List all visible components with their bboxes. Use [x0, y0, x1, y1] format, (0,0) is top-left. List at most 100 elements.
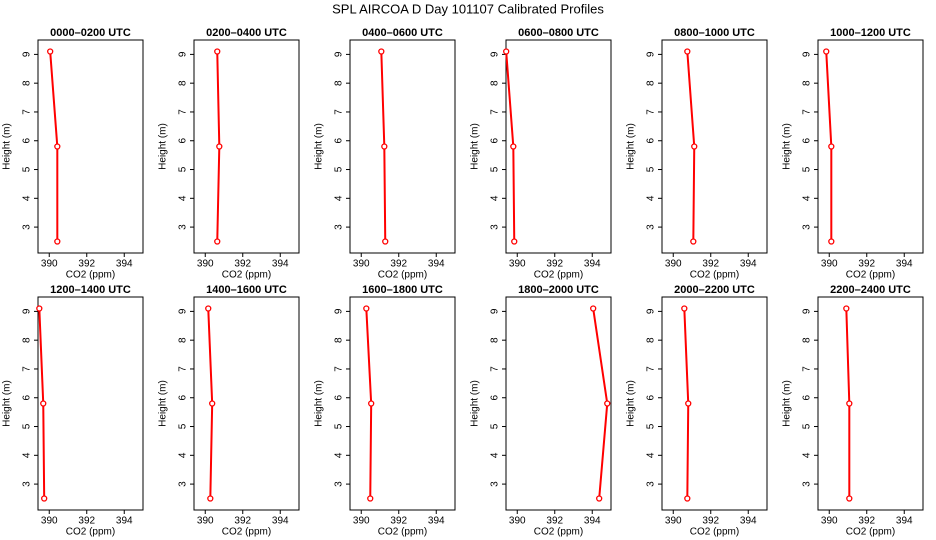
- y-tick-label: 9: [22, 51, 33, 57]
- y-tick-label: 8: [802, 80, 813, 86]
- profile-point: [54, 238, 61, 245]
- y-tick-label: 7: [802, 366, 813, 372]
- x-tick-label: 390: [509, 259, 526, 270]
- y-tick-label: 4: [178, 195, 189, 201]
- y-tick-label: 9: [490, 308, 501, 314]
- y-tick-label: 5: [646, 166, 657, 172]
- y-tick-label: 5: [22, 423, 33, 429]
- plot-frame: [349, 39, 456, 254]
- profile-point: [368, 400, 375, 407]
- y-tick-label: 6: [178, 395, 189, 401]
- panel-title: 1600–1800 UTC: [362, 284, 443, 296]
- x-tick-label: 394: [272, 259, 289, 270]
- profile-point: [684, 48, 691, 55]
- profile-point: [382, 238, 389, 245]
- x-axis-label: CO2 (ppm): [534, 270, 583, 281]
- y-tick-label: 6: [646, 395, 657, 401]
- y-tick-label: 4: [802, 452, 813, 458]
- x-tick-label: 394: [272, 516, 289, 527]
- x-tick-label: 392: [78, 259, 95, 270]
- x-tick-label: 392: [390, 516, 407, 527]
- x-tick-label: 392: [78, 516, 95, 527]
- y-tick-label: 9: [178, 308, 189, 314]
- y-tick-label: 3: [490, 481, 501, 487]
- x-axis-label: CO2 (ppm): [378, 527, 427, 538]
- y-tick-label: 8: [178, 80, 189, 86]
- y-tick-label: 7: [646, 109, 657, 115]
- x-tick-label: 394: [896, 516, 913, 527]
- y-tick-label: 8: [334, 337, 345, 343]
- y-tick-label: 3: [802, 224, 813, 230]
- panel-title: 1000–1200 UTC: [830, 27, 911, 39]
- y-tick-label: 8: [646, 80, 657, 86]
- profile-point: [216, 143, 223, 150]
- x-tick-label: 390: [41, 516, 58, 527]
- profile-point: [378, 48, 385, 55]
- panel-title: 2200–2400 UTC: [830, 284, 911, 296]
- profile-point: [40, 400, 47, 407]
- x-tick-label: 394: [116, 259, 133, 270]
- profile-point: [41, 495, 48, 502]
- x-axis-label: CO2 (ppm): [846, 270, 895, 281]
- profile-point: [510, 143, 517, 150]
- y-tick-label: 7: [490, 109, 501, 115]
- x-tick-label: 390: [821, 259, 838, 270]
- profile-point: [691, 143, 698, 150]
- x-tick-label: 394: [584, 259, 601, 270]
- y-tick-label: 8: [490, 80, 501, 86]
- y-tick-label: 5: [334, 166, 345, 172]
- plot-frame: [37, 39, 144, 254]
- profile-point: [503, 48, 510, 55]
- y-tick-label: 6: [802, 138, 813, 144]
- y-tick-label: 3: [178, 481, 189, 487]
- profile-point: [596, 495, 603, 502]
- panel-title: 0200–0400 UTC: [206, 27, 287, 39]
- x-axis-label: CO2 (ppm): [690, 527, 739, 538]
- y-tick-label: 5: [490, 166, 501, 172]
- panel-title: 2000–2200 UTC: [674, 284, 755, 296]
- y-tick-label: 3: [646, 481, 657, 487]
- y-tick-label: 4: [22, 195, 33, 201]
- y-tick-label: 8: [22, 337, 33, 343]
- profile-point: [843, 305, 850, 312]
- y-tick-label: 6: [22, 138, 33, 144]
- y-tick-label: 5: [802, 166, 813, 172]
- x-tick-label: 394: [428, 516, 445, 527]
- y-tick-label: 9: [646, 51, 657, 57]
- y-tick-label: 4: [646, 452, 657, 458]
- y-axis-label: Height (m): [314, 123, 325, 170]
- y-axis-label: Height (m): [782, 123, 793, 170]
- x-tick-label: 394: [740, 516, 757, 527]
- y-axis-label: Height (m): [626, 123, 637, 170]
- x-tick-label: 392: [390, 259, 407, 270]
- y-tick-label: 4: [646, 195, 657, 201]
- y-tick-label: 6: [334, 138, 345, 144]
- y-tick-label: 3: [334, 224, 345, 230]
- plot-frame: [193, 296, 300, 511]
- profile-point: [828, 238, 835, 245]
- y-tick-label: 6: [646, 138, 657, 144]
- profile-point: [604, 400, 611, 407]
- profile-point: [214, 48, 221, 55]
- plot-frame: [505, 296, 612, 511]
- y-tick-label: 8: [178, 337, 189, 343]
- y-axis-label: Height (m): [782, 380, 793, 427]
- y-tick-label: 8: [802, 337, 813, 343]
- x-axis-label: CO2 (ppm): [534, 527, 583, 538]
- x-tick-label: 394: [116, 516, 133, 527]
- x-tick-label: 392: [858, 259, 875, 270]
- y-tick-label: 8: [22, 80, 33, 86]
- x-tick-label: 394: [584, 516, 601, 527]
- y-tick-label: 5: [178, 423, 189, 429]
- x-tick-label: 392: [702, 259, 719, 270]
- y-tick-label: 8: [646, 337, 657, 343]
- y-tick-label: 3: [178, 224, 189, 230]
- y-tick-label: 3: [22, 481, 33, 487]
- y-tick-label: 6: [334, 395, 345, 401]
- panel-title: 0000–0200 UTC: [50, 27, 131, 39]
- profile-point: [681, 305, 688, 312]
- y-axis-label: Height (m): [626, 380, 637, 427]
- y-tick-label: 8: [334, 80, 345, 86]
